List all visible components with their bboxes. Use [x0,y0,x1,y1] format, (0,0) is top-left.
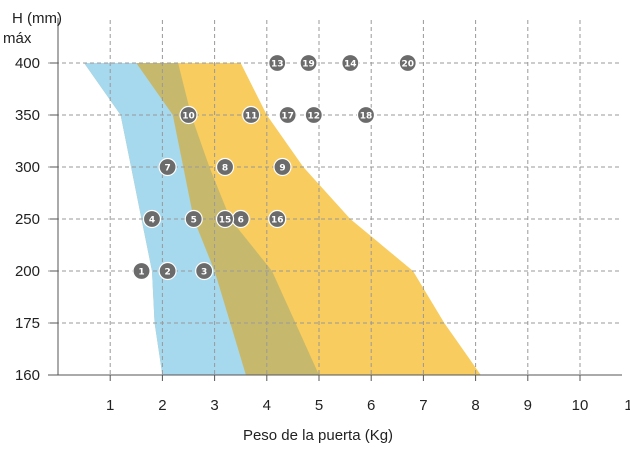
marker-circle-1 [132,261,151,281]
marker-4: 4 [142,209,162,229]
x-tick-label-9: 9 [524,397,532,414]
marker-2: 2 [158,261,177,281]
marker-label-5: 5 [191,215,197,225]
x-tick-label-2: 2 [158,397,166,414]
marker-label-12: 12 [308,111,321,121]
marker-20: 20 [398,53,417,73]
marker-circle-2 [158,261,177,281]
marker-label-19: 19 [302,59,315,69]
marker-12: 12 [304,105,323,125]
marker-circle-18 [356,105,376,125]
marker-label-14: 14 [344,59,357,69]
marker-label-6: 6 [238,215,244,225]
x-tick-label-11: 11 [624,397,630,414]
marker-circle-5 [184,209,203,229]
x-tick-label-5: 5 [315,397,323,414]
grid-layer [48,20,622,375]
y-tick-label-160: 160 [15,367,40,384]
marker-circle-17 [278,105,297,125]
y-axis-title-line2: máx [3,30,32,47]
marker-circle-3 [195,261,214,281]
marker-label-1: 1 [138,267,144,277]
marker-circle-15 [215,209,235,229]
x-tick-label-4: 4 [263,397,271,414]
x-tick-label-3: 3 [210,397,218,414]
marker-circle-20 [398,53,417,73]
marker-label-4: 4 [149,215,155,225]
x-tick-label-6: 6 [367,397,375,414]
marker-circle-14 [341,53,360,73]
marker-label-16: 16 [271,215,284,225]
marker-5: 5 [184,209,203,229]
y-axis-title-line1: H (mm) [12,10,62,27]
marker-label-13: 13 [271,59,284,69]
marker-label-7: 7 [164,163,170,173]
axes-layer [48,18,622,381]
marker-circle-12 [304,105,323,125]
y-tick-label-200: 200 [15,263,40,280]
x-tick-label-8: 8 [471,397,479,414]
marker-8: 8 [215,157,235,177]
marker-circle-19 [299,53,318,73]
marker-label-15: 15 [219,215,232,225]
y-tick-label-175: 175 [15,315,40,332]
marker-circle-11 [242,105,261,125]
marker-3: 3 [195,261,214,281]
marker-19: 19 [299,53,318,73]
x-tick-label-1: 1 [106,397,114,414]
marker-11: 11 [242,105,261,125]
marker-label-10: 10 [182,111,195,121]
marker-16: 16 [268,209,287,229]
x-axis-title: Peso de la puerta (Kg) [243,427,393,444]
marker-17: 17 [278,105,297,125]
marker-label-17: 17 [281,111,294,121]
marker-circle-16 [268,209,287,229]
y-tick-label-350: 350 [15,107,40,124]
marker-circle-4 [142,209,162,229]
labels-layer: H (mm) máx Peso de la puerta (Kg) 400 350… [3,10,630,444]
marker-18: 18 [356,105,376,125]
x-tick-label-7: 7 [419,397,427,414]
marker-circle-7 [158,157,177,177]
marker-circle-8 [215,157,235,177]
marker-circle-10 [179,105,198,125]
marker-circle-13 [268,53,287,73]
marker-1: 1 [132,261,151,281]
marker-circle-9 [273,157,292,177]
marker-7: 7 [158,157,177,177]
y-tick-label-300: 300 [15,159,40,176]
marker-label-2: 2 [164,267,170,277]
marker-label-20: 20 [401,59,414,69]
marker-label-11: 11 [245,111,258,121]
marker-9: 9 [273,157,292,177]
marker-6: 6 [231,209,250,229]
marker-label-9: 9 [279,163,285,173]
band-blue-area [84,63,246,375]
marker-label-18: 18 [360,111,373,121]
y-tick-label-400: 400 [15,55,40,72]
marker-label-8: 8 [222,163,228,173]
marker-14: 14 [341,53,360,73]
marker-label-3: 3 [201,267,207,277]
y-tick-label-250: 250 [15,211,40,228]
marker-10: 10 [179,105,198,125]
marker-15: 15 [215,209,235,229]
marker-13: 13 [268,53,287,73]
x-tick-label-10: 10 [572,397,589,414]
